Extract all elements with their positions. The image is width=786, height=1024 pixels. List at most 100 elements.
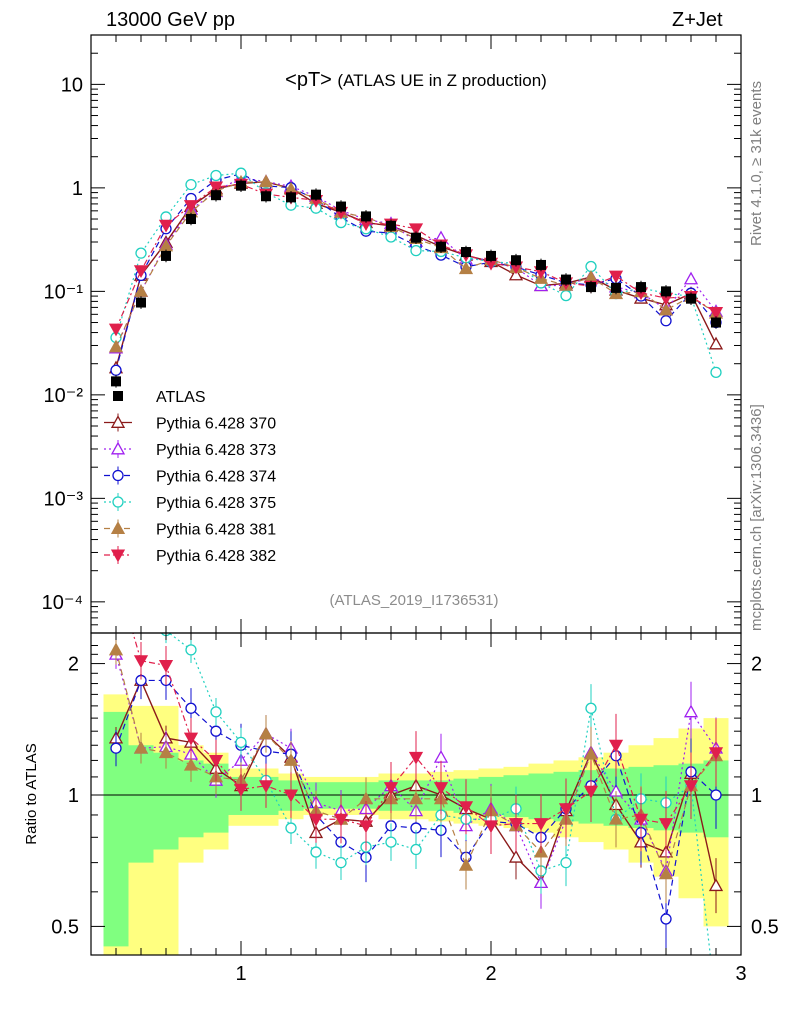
ratio-point [208,754,224,768]
y-tick-label: 10⁻¹ [44,281,84,303]
ratio-point [285,822,297,834]
y-tick-label: 10⁻⁴ [42,592,83,614]
data-point [711,317,721,328]
y-tick-label: 10⁻² [44,385,84,407]
ratio-point [185,702,197,714]
ratio-point [433,782,449,795]
legend-marker [110,521,126,534]
legend-label: ATLAS [156,389,206,406]
legend-marker [110,441,126,455]
stat-uncertainty-band [153,752,179,850]
data-point [133,284,149,297]
data-point [508,267,524,281]
data-point [158,219,174,233]
ratio-tick-label-right: 0.5 [751,916,779,938]
analysis-id-label: (ATLAS_2019_I1736531) [329,592,498,609]
ratio-point [458,801,474,815]
ratio-point [433,749,449,763]
legend-marker [112,469,124,482]
series-line [115,176,717,349]
data-point [660,315,672,327]
data-point [436,241,446,252]
data-point [583,270,599,283]
data-point [135,247,147,259]
ratio-point [658,866,674,880]
data-point [586,282,596,293]
legend-label: Pythia 6.428 375 [156,495,276,512]
x-tick-label: 1 [235,963,246,985]
legend-marker [110,415,126,428]
plot-title: <pT> (ATLAS UE in Z production) [285,69,547,91]
data-point [361,211,371,222]
ratio-point [233,783,249,797]
legend-label: Pythia 6.428 381 [156,522,276,539]
ratio-point [508,818,524,831]
data-point [486,250,496,261]
ratio-point [358,820,374,834]
ratio-point [683,780,699,794]
legend: ATLAS Pythia 6.428 370 Pythia 6.428 373 Pyt… [104,389,276,565]
plot-title-main: <pT> [285,69,337,91]
ratio-point [133,740,149,754]
data-point [185,178,197,191]
data-point [661,286,671,297]
data-point [183,200,199,213]
data-point [658,302,674,316]
data-point [111,376,121,387]
ratio-point [483,820,499,834]
header-title-left: 13000 GeV pp [106,9,235,31]
ratio-point [408,751,424,765]
y-tick-label: 10 [61,74,83,96]
data-point [410,244,422,257]
ratio-point [383,782,399,795]
ratio-point [408,791,424,805]
legend-marker [113,391,123,401]
x-tick-label: 3 [735,963,746,985]
ratio-tick-label-right: 1 [751,785,762,807]
data-point [210,169,222,182]
ratio-point [185,644,197,656]
data-point [386,220,396,231]
data-point [608,270,624,284]
header-title-right: Z+Jet [672,9,723,31]
y-tick-label: 1 [72,178,83,200]
ratio-point [608,811,624,825]
data-point [385,231,397,243]
ratio-point [683,704,699,718]
ratio-point [110,570,122,581]
ratio-point [583,746,599,760]
ratio-point [110,742,122,754]
ratio-point [183,757,199,771]
data-point [708,307,724,320]
data-point [611,282,621,293]
ratio-point [533,818,549,831]
data-point [710,366,722,379]
ratio-point [310,846,322,858]
ratio-point [158,745,174,759]
ratio-point [710,789,722,801]
series-line [115,183,717,330]
ratio-point [258,726,274,740]
ratio-point [111,605,121,615]
ratio-point [585,702,597,714]
ratio-point [258,780,274,794]
data-point [408,223,424,237]
ratio-point [136,582,146,592]
ratio-point [508,849,524,863]
data-point [336,201,346,212]
ratio-point [283,789,299,803]
data-point [236,180,246,191]
ratio-point [158,660,174,673]
legend-marker [112,496,124,508]
data-point [108,339,124,353]
ratio-point [133,655,149,669]
ratio-point [608,739,624,753]
ratio-point [711,1000,721,1010]
series-pythia-6-428-370 [108,174,724,374]
ratio-point [210,706,222,718]
ratio-tick-label-left: 2 [68,654,79,676]
data-point [286,192,296,203]
ratio-plot-area [108,570,724,1010]
y-tick-label: 10⁻³ [44,488,84,510]
